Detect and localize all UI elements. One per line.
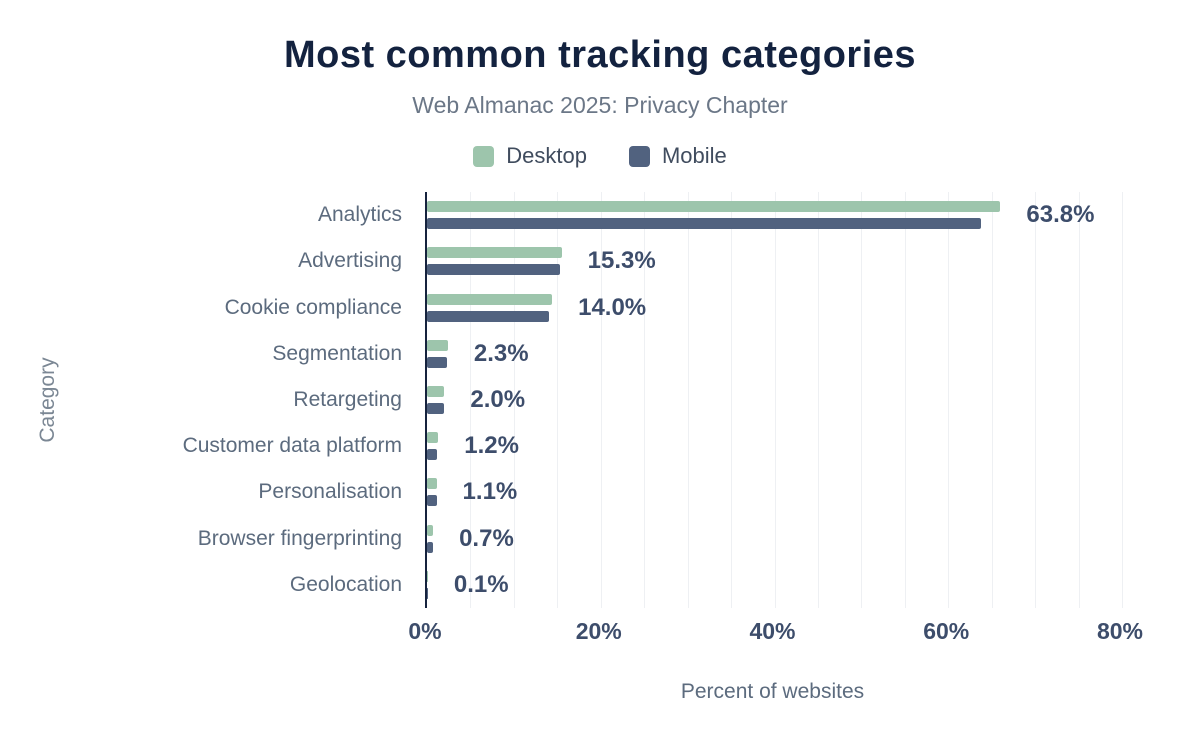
- data-label: 14.0%: [578, 293, 647, 321]
- data-label: 2.0%: [470, 385, 526, 413]
- data-label: 1.1%: [462, 478, 518, 506]
- category-label: Advertising: [298, 249, 402, 273]
- gridline: [1122, 192, 1123, 608]
- data-label: 15.3%: [587, 247, 656, 275]
- x-tick-label: 60%: [923, 618, 970, 644]
- desktop-bar: [427, 293, 553, 305]
- chart-title: Most common tracking categories: [283, 34, 917, 76]
- data-label: 1.2%: [464, 432, 519, 460]
- chart-row: 1.1%: [427, 469, 1120, 515]
- mobile-bar: [427, 541, 434, 553]
- category-label: Browser fingerprinting: [197, 526, 402, 550]
- chart-row: 2.0%: [427, 377, 1120, 423]
- category-label: Geolocation: [289, 572, 402, 596]
- desktop-bar: [427, 247, 562, 259]
- data-label: 63.8%: [1026, 201, 1095, 229]
- chart-row: 14.0%: [427, 284, 1120, 330]
- category-label: Analytics: [317, 203, 402, 227]
- mobile-bar: [427, 356, 447, 368]
- data-label: 0.7%: [459, 524, 514, 552]
- gridline: [600, 192, 602, 608]
- x-tick-label: 0%: [408, 618, 442, 644]
- y-axis-category-labels: Analytics Advertising Cookie compliance Seg…: [0, 192, 412, 608]
- legend-label-mobile: Mobile: [661, 143, 727, 168]
- desktop-bar: [427, 478, 437, 490]
- legend-item-mobile[interactable]: Mobile: [628, 143, 727, 169]
- mobile-bar: [427, 587, 428, 599]
- mobile-bar: [427, 495, 437, 507]
- gridline: [470, 192, 472, 608]
- gridline: [817, 192, 819, 608]
- gridline: [948, 192, 950, 608]
- data-label: 2.3%: [473, 339, 529, 367]
- chart-row: 2.3%: [427, 331, 1120, 377]
- x-tick-label: 80%: [1096, 618, 1144, 644]
- desktop-bar: [427, 339, 448, 351]
- x-tick-label: 40%: [749, 618, 796, 644]
- desktop-bar: [427, 385, 445, 397]
- x-axis-ticks: 0% 20% 40% 60% 80%: [408, 618, 1143, 650]
- mobile-swatch-icon: [628, 145, 650, 167]
- gridline: [861, 192, 863, 608]
- gridline: [1035, 192, 1037, 608]
- chart-subtitle: Web Almanac 2025: Privacy Chapter: [412, 92, 788, 118]
- desktop-bar: [427, 570, 428, 582]
- chart-row: 15.3%: [427, 238, 1120, 284]
- gridline: [774, 192, 776, 608]
- bar-rows: 63.8% 15.3% 14.0% 2.3% 2.0% 1.2% 1.1% 0.7% 0.1%: [427, 192, 1120, 608]
- gridline: [644, 192, 646, 608]
- gridline: [687, 192, 689, 608]
- desktop-bar: [427, 524, 434, 536]
- legend-label-desktop: Desktop: [506, 143, 587, 168]
- category-label: Retargeting: [293, 387, 402, 411]
- desktop-bar: [427, 432, 439, 444]
- chart-row: 0.1%: [427, 562, 1120, 608]
- x-axis-title: Percent of websites: [680, 680, 865, 703]
- category-label: Personalisation: [258, 480, 402, 504]
- gridline: [557, 192, 559, 608]
- plot-area: 63.8% 15.3% 14.0% 2.3% 2.0% 1.2% 1.1% 0.7% 0.1%: [425, 192, 1123, 608]
- gridline: [991, 192, 993, 608]
- category-label: Segmentation: [272, 341, 402, 365]
- gridline: [731, 192, 733, 608]
- chart-row: 63.8%: [427, 192, 1120, 238]
- mobile-bar: [427, 402, 445, 414]
- chart-row: 0.7%: [427, 516, 1120, 562]
- gridline: [904, 192, 906, 608]
- gridline: [513, 192, 515, 608]
- mobile-bar: [427, 449, 438, 461]
- mobile-bar: [427, 218, 982, 230]
- data-label: 0.1%: [453, 570, 509, 598]
- legend-item-desktop[interactable]: Desktop: [473, 143, 587, 169]
- legend: Desktop Mobile: [0, 143, 1200, 169]
- desktop-bar: [427, 201, 1001, 213]
- category-label: Cookie compliance: [224, 295, 402, 319]
- mobile-bar: [427, 310, 549, 322]
- gridline: [1078, 192, 1080, 608]
- chart-row: 1.2%: [427, 423, 1120, 469]
- category-label: Customer data platform: [182, 434, 402, 458]
- mobile-bar: [427, 264, 560, 276]
- x-tick-label: 20%: [575, 618, 622, 644]
- desktop-swatch-icon: [473, 145, 495, 167]
